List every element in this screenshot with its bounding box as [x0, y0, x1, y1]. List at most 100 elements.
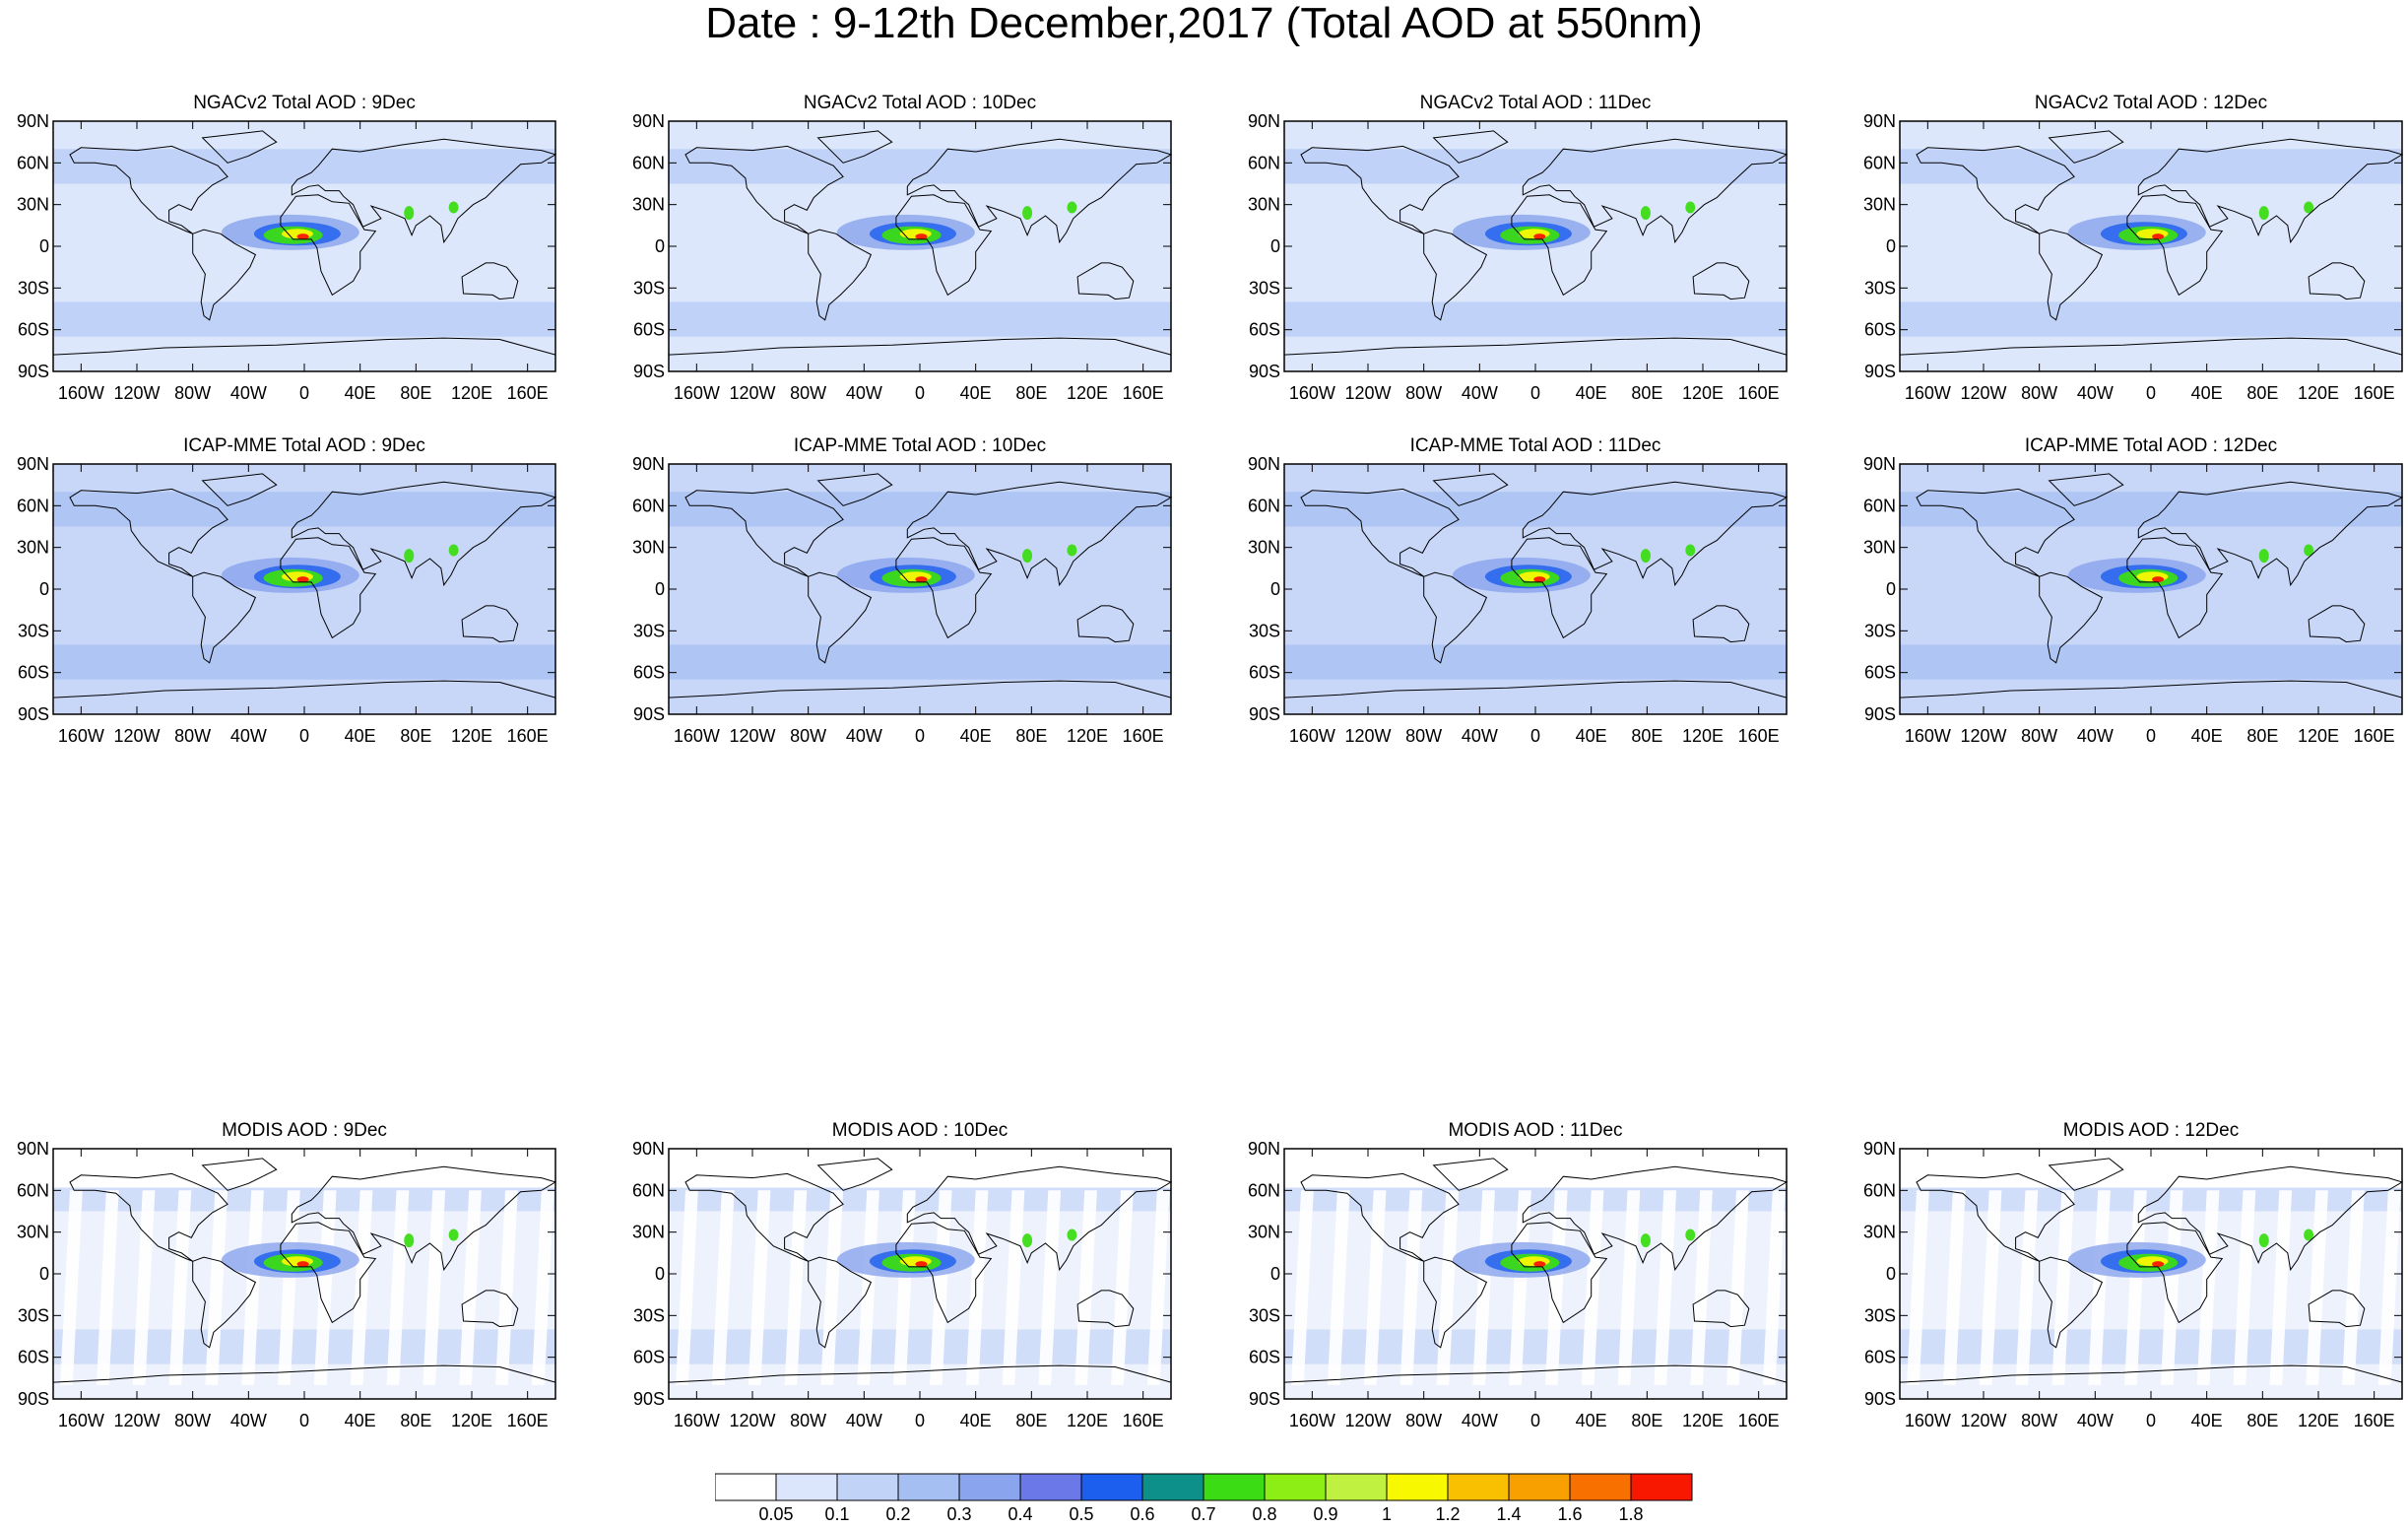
- lat-label: 30S: [18, 278, 49, 298]
- colorbar-label: 0.1: [824, 1504, 849, 1523]
- map-panel: MODIS AOD : 10Dec 90N 60N 30N 0 30S 60S 90S 160W…: [616, 1119, 1206, 1454]
- lat-label: 90N: [1248, 111, 1280, 131]
- coastline-south-america: [2039, 229, 2104, 321]
- coastline-south-america: [192, 229, 257, 321]
- swath-gap: [1327, 1190, 1350, 1385]
- colorbar-swatch: [958, 1473, 1021, 1501]
- lat-label: 90N: [632, 1139, 665, 1159]
- colorbar-label: 0.05: [758, 1504, 793, 1523]
- colorbar-label: 0.6: [1130, 1504, 1154, 1523]
- aod-band-south: [53, 301, 555, 337]
- lat-label: 30S: [18, 621, 49, 640]
- lat-label: 0: [1886, 236, 1896, 256]
- coastline-greenland: [816, 473, 893, 506]
- colorbar-label: 0.2: [885, 1504, 910, 1523]
- aod-band-south: [1900, 1329, 2402, 1364]
- lon-label: 80E: [1631, 383, 1662, 403]
- lat-label: 90S: [18, 1389, 49, 1409]
- coastline-eurasia: [1522, 481, 1789, 587]
- lat-label: 30S: [1249, 1305, 1280, 1325]
- lat-label: 60N: [1248, 153, 1280, 172]
- aod-hotspot: [1640, 206, 1651, 221]
- colorbar-label: 0.8: [1252, 1504, 1276, 1523]
- world-map: 90N 60N 30N 0 30S 60S 90S 160W 120W 80W 40W 0 40E 80E…: [1863, 111, 2404, 403]
- lon-label: 120W: [729, 383, 775, 403]
- aod-hotspot: [1022, 206, 1033, 221]
- aod-hotspot: [2258, 549, 2269, 564]
- lat-label: 30N: [1863, 538, 1896, 558]
- swath-gap: [459, 1190, 482, 1385]
- coastline-greenland: [201, 130, 278, 164]
- lat-label: 60N: [1248, 496, 1280, 515]
- lat-label: 30N: [17, 1223, 49, 1242]
- aod-band-north: [53, 149, 555, 184]
- panel-title: ICAP-MME Total AOD : 9Dec: [183, 435, 425, 456]
- colorbar-svg: 0.05 0.1 0.2 0.3 0.4 0.5 0.6 0.7 0.8 0.9 1 1.2 1.4 1.…: [714, 1473, 1693, 1524]
- lon-label: 80E: [1631, 1411, 1662, 1430]
- lat-label: 60N: [1248, 1180, 1280, 1200]
- coastline-south-america: [808, 229, 873, 321]
- colorbar-swatch: [1080, 1473, 1143, 1501]
- map-panel: MODIS AOD : 11Dec 90N 60N 30N 0 30S 60S 90S 160W…: [1231, 1119, 1822, 1454]
- swath-gap: [711, 1190, 735, 1385]
- coastline-north-america: [69, 1172, 228, 1262]
- lon-label: 80E: [400, 726, 431, 746]
- swath-gap: [676, 1190, 698, 1385]
- panel-title: NGACv2 Total AOD : 11Dec: [1419, 93, 1652, 113]
- coastline-antarctica: [52, 1364, 556, 1383]
- lat-label: 90S: [633, 362, 665, 381]
- swath-gap: [205, 1190, 228, 1385]
- coastline-eurasia: [2137, 481, 2404, 587]
- coastline-south-america: [2039, 571, 2104, 664]
- lat-label: 90S: [633, 1389, 665, 1409]
- map-panel: NGACv2 Total AOD : 11Dec 90N 60N 30N 0 30S 60S…: [1231, 92, 1822, 427]
- aod-band-south: [1284, 301, 1787, 337]
- swath-gap: [2269, 1190, 2293, 1385]
- coastline-greenland: [816, 130, 893, 164]
- lat-label: 60S: [633, 1348, 665, 1367]
- lon-label: 160W: [1289, 726, 1335, 746]
- lat-label: 60N: [632, 496, 665, 515]
- colorbar-swatch: [1019, 1473, 1082, 1501]
- lat-label: 90N: [632, 454, 665, 474]
- swath-gap: [2124, 1190, 2147, 1385]
- swath-gap: [1762, 1190, 1786, 1385]
- aod-hotspot: [2258, 1233, 2269, 1248]
- aod-band-south: [53, 1329, 555, 1364]
- lat-label: 60N: [1863, 1180, 1896, 1200]
- swath-gap: [1726, 1190, 1749, 1385]
- map-panel: MODIS AOD : 12Dec 90N 60N 30N 0 30S 60S 90S 160W…: [1847, 1119, 2408, 1454]
- colorbar-label: 1.6: [1557, 1504, 1582, 1523]
- lon-label: 160W: [1289, 383, 1335, 403]
- panel-title: NGACv2 Total AOD : 10Dec: [803, 93, 1037, 113]
- coastline-australia: [2308, 1290, 2366, 1328]
- aod-hotspot: [1533, 233, 1546, 240]
- lat-label: 0: [655, 579, 665, 599]
- lon-label: 120E: [451, 383, 492, 403]
- lon-label: 160W: [674, 383, 720, 403]
- lat-label: 90N: [1248, 1139, 1280, 1159]
- lon-label: 120W: [113, 1411, 160, 1430]
- lon-label: 80E: [1631, 726, 1662, 746]
- coastline-greenland: [1432, 130, 1509, 164]
- coastline-antarctica: [1899, 337, 2403, 356]
- lon-label: 80E: [1015, 1411, 1047, 1430]
- coastline-australia: [2308, 605, 2366, 643]
- lon-label: 120E: [1682, 726, 1724, 746]
- swath-gap: [1002, 1190, 1025, 1385]
- lat-label: 0: [39, 236, 49, 256]
- lon-label: 0: [1530, 1411, 1540, 1430]
- aod-band-south: [669, 301, 1171, 337]
- lon-label: 80W: [2021, 726, 2057, 746]
- aod-band-north: [1900, 492, 2402, 527]
- coastline-australia: [461, 262, 519, 300]
- coastline-africa: [1511, 537, 1608, 639]
- lon-label: 40E: [1576, 1411, 1607, 1430]
- lat-label: 30N: [1863, 1223, 1896, 1242]
- swath-gap: [2377, 1190, 2401, 1385]
- colorbar-swatch: [836, 1473, 899, 1501]
- lat-label: 30S: [1864, 278, 1896, 298]
- lon-label: 40W: [1462, 726, 1498, 746]
- lon-label: 40E: [960, 726, 992, 746]
- lon-label: 120W: [1344, 726, 1391, 746]
